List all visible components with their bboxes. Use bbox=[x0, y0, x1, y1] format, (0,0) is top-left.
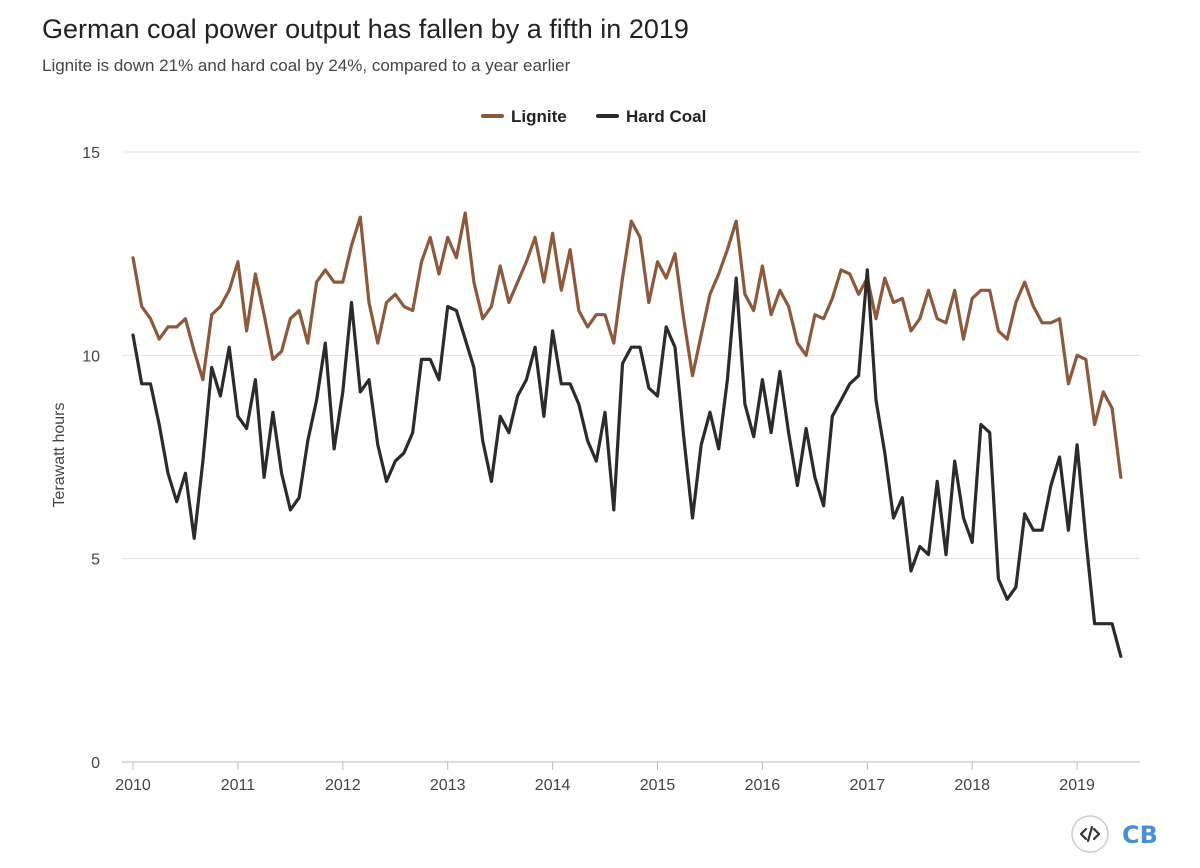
x-tick-label: 2018 bbox=[954, 777, 990, 794]
x-tick-label: 2015 bbox=[640, 777, 676, 794]
legend[interactable]: Lignite Hard Coal bbox=[481, 107, 706, 126]
x-tick-label: 2012 bbox=[325, 777, 361, 794]
series-line-hard-coal bbox=[131, 268, 1123, 658]
chart-subtitle: Lignite is down 21% and hard coal by 24%… bbox=[42, 56, 571, 75]
series-line-lignite bbox=[131, 211, 1123, 479]
chart-title: German coal power output has fallen by a… bbox=[42, 14, 689, 44]
series-lines bbox=[131, 211, 1123, 658]
code-icon bbox=[1079, 825, 1101, 843]
x-tick-label: 2017 bbox=[850, 777, 886, 794]
x-axis-ticks: 2010 2011 2012 2013 2014 2015 2016 2017 2018 2019 bbox=[115, 762, 1095, 794]
gridlines bbox=[122, 151, 1140, 560]
x-tick-label: 2016 bbox=[745, 777, 781, 794]
y-tick-label: 0 bbox=[91, 755, 100, 772]
y-tick-label: 10 bbox=[82, 348, 100, 365]
cb-logo: CB bbox=[1122, 821, 1158, 849]
legend-label: Lignite bbox=[511, 107, 567, 126]
x-tick-label: 2013 bbox=[430, 777, 466, 794]
y-tick-label: 5 bbox=[91, 552, 100, 569]
x-tick-label: 2011 bbox=[221, 777, 256, 794]
legend-label: Hard Coal bbox=[626, 107, 706, 126]
y-axis-label: Terawatt hours bbox=[51, 403, 68, 508]
x-tick-label: 2014 bbox=[535, 777, 571, 794]
y-tick-label: 15 bbox=[82, 145, 100, 162]
y-axis-ticks: 0 5 10 15 bbox=[82, 145, 100, 772]
legend-item-hard-coal[interactable]: Hard Coal bbox=[596, 107, 706, 126]
x-tick-label: 2019 bbox=[1059, 777, 1095, 794]
legend-item-lignite[interactable]: Lignite bbox=[481, 107, 567, 126]
embed-button[interactable] bbox=[1071, 815, 1109, 853]
x-tick-label: 2010 bbox=[115, 777, 151, 794]
